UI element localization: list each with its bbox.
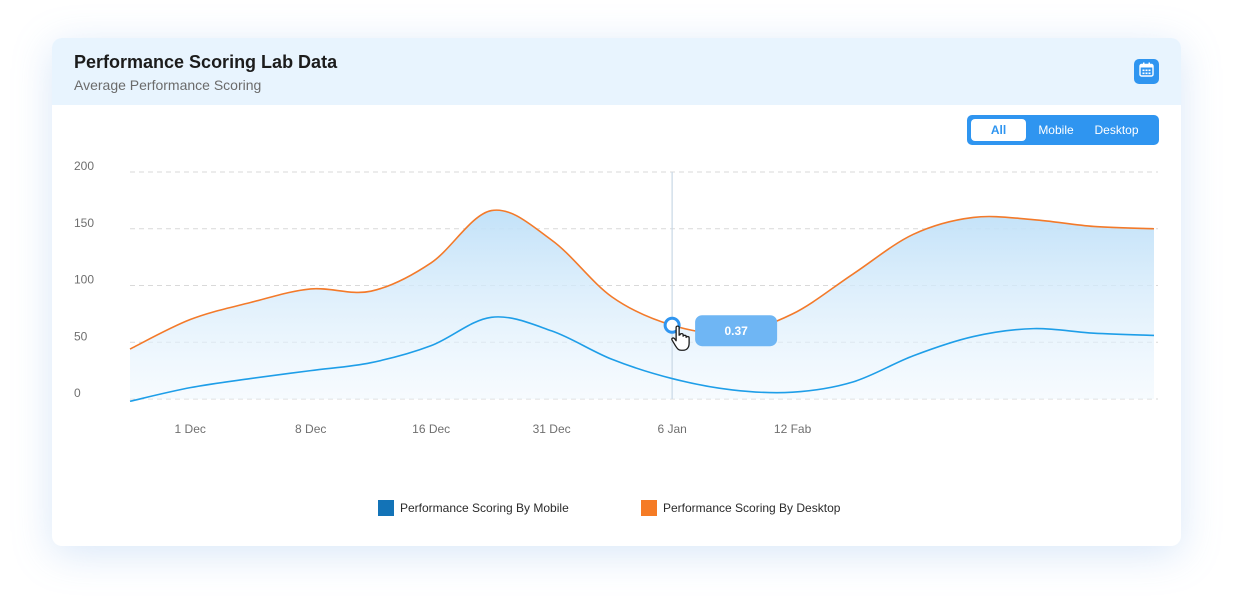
- hand-pointer-icon: [671, 325, 690, 351]
- filter-all-button[interactable]: All: [971, 119, 1026, 141]
- legend-item-mobile[interactable]: Performance Scoring By Mobile: [378, 498, 569, 518]
- legend-label-mobile: Performance Scoring By Mobile: [400, 501, 569, 515]
- card-title: Performance Scoring Lab Data: [74, 52, 338, 72]
- line-chart: 0 50 100 150 200 1 Dec 8 Dec 16 Dec 31 Dec 6 Jan 1…: [74, 159, 1158, 436]
- y-tick-label: 50: [74, 329, 88, 343]
- x-tick-label: 12 Fab: [774, 422, 812, 436]
- performance-card: Performance Scoring Lab Data Average Per…: [52, 38, 1181, 546]
- series-line-mobile: [129, 316, 1155, 403]
- device-filter: All Mobile Desktop: [967, 115, 1159, 145]
- x-tick-label: 1 Dec: [175, 422, 206, 436]
- x-tick-label: 31 Dec: [533, 422, 571, 436]
- tooltip-value: 0.37: [724, 324, 748, 338]
- y-tick-label: 200: [74, 159, 94, 173]
- series-line-desktop: [129, 209, 1155, 350]
- x-tick-label: 6 Jan: [657, 422, 686, 436]
- filter-desktop-button[interactable]: Desktop: [1094, 123, 1139, 137]
- y-tick-label: 100: [74, 273, 94, 287]
- y-tick-label: 150: [74, 216, 94, 230]
- calendar-icon: [1139, 62, 1154, 82]
- desktop-area: [130, 210, 1154, 399]
- y-tick-label: 0: [74, 386, 81, 400]
- filter-mobile-button[interactable]: Mobile: [1038, 123, 1074, 137]
- legend-swatch-mobile: [378, 500, 394, 516]
- legend-item-desktop[interactable]: Performance Scoring By Desktop: [641, 498, 840, 518]
- calendar-button[interactable]: [1134, 59, 1159, 84]
- card-header: Performance Scoring Lab Data Average Per…: [52, 38, 1181, 105]
- x-tick-label: 8 Dec: [295, 422, 326, 436]
- tooltip-box: [695, 315, 778, 347]
- x-tick-label: 16 Dec: [412, 422, 450, 436]
- legend-label-desktop: Performance Scoring By Desktop: [663, 501, 841, 515]
- legend-swatch-desktop: [641, 500, 657, 516]
- card-subtitle: Average Performance Scoring: [74, 77, 262, 93]
